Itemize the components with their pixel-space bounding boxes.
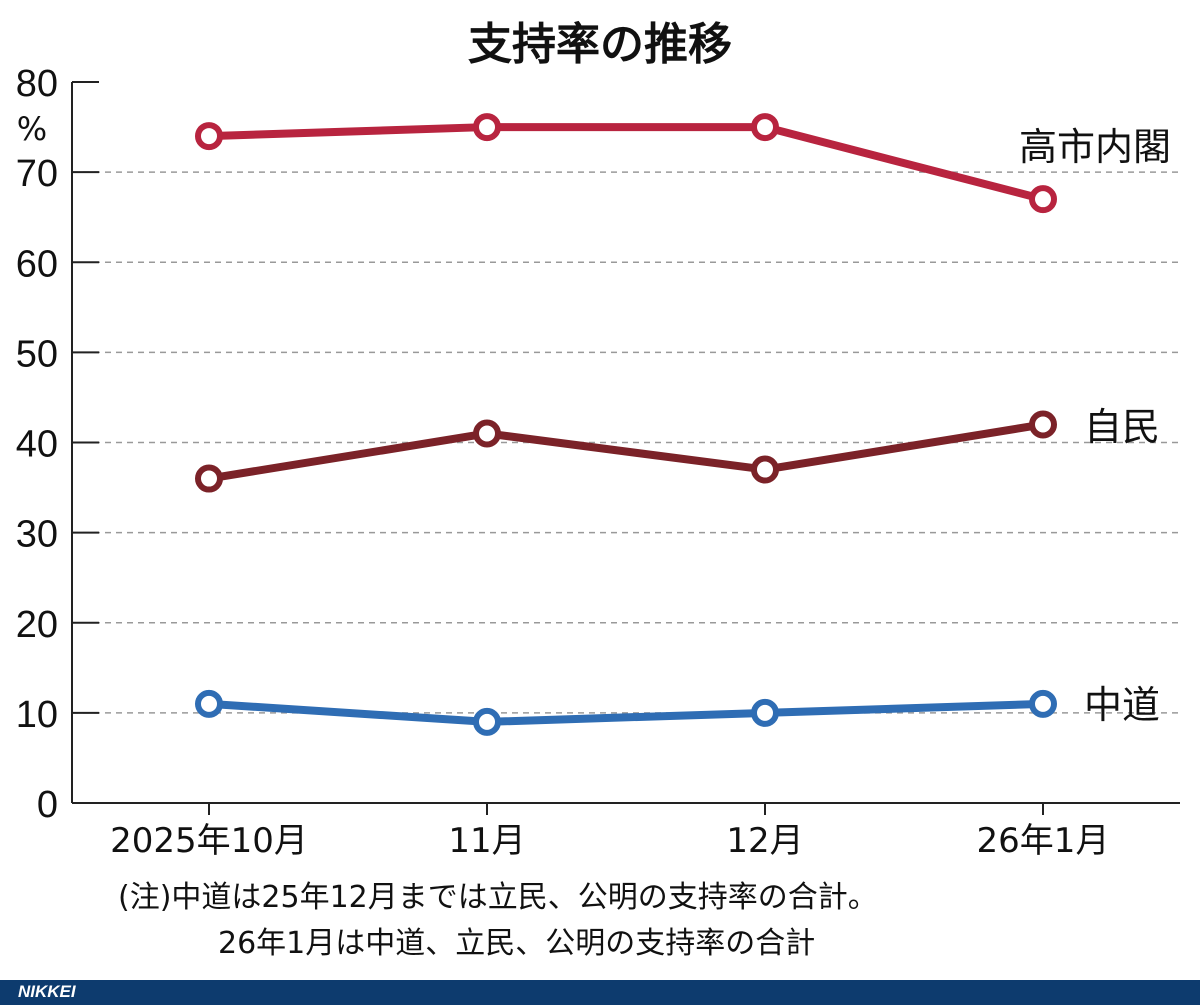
series-line (208, 699, 1044, 726)
series-label: 高市内閣 (1019, 125, 1171, 169)
y-tick-label: 10 (16, 694, 58, 736)
series-line (208, 123, 1045, 204)
chart-title: 支持率の推移 (468, 19, 732, 70)
y-tick-label: 70 (16, 153, 58, 195)
data-point (473, 707, 501, 736)
data-point (473, 113, 501, 142)
y-tick-label: 50 (16, 333, 58, 375)
data-point (1029, 689, 1057, 718)
series-line (208, 420, 1044, 483)
y-tick-label: 0 (37, 784, 58, 826)
data-point (751, 113, 779, 142)
y-tick-label: 30 (16, 514, 58, 556)
data-point (1029, 410, 1057, 439)
series-label: 自民 (1084, 405, 1160, 449)
footer-bar: NIKKEI (0, 980, 1200, 1005)
y-tick-label: 40 (16, 424, 58, 466)
data-point (473, 419, 501, 448)
line-chart: 0 10 20 30 40 50 60 70 80% 2025年10月 11月 12月 26年1月 高市内… (16, 63, 1180, 861)
data-point (195, 122, 223, 151)
footnote-line-2: 26年1月は中道、立民、公明の支持率の合計 (218, 926, 816, 961)
data-point (751, 455, 779, 484)
x-tick-label: 11月 (448, 821, 525, 861)
y-tick-label: 60 (16, 243, 58, 285)
y-tick-label: 20 (16, 604, 58, 646)
data-point (1029, 185, 1057, 214)
x-tick-label: 26年1月 (977, 821, 1110, 861)
x-tick-label: 2025年10月 (110, 821, 308, 861)
data-point (751, 698, 779, 727)
nikkei-logo: NIKKEI (18, 982, 76, 1001)
footnote-line-1: (注)中道は25年12月までは立民、公明の支持率の合計。 (118, 880, 878, 915)
y-unit-label: % (17, 110, 47, 148)
series-label: 中道 (1084, 683, 1160, 727)
data-point (195, 464, 223, 493)
x-tick-label: 12月 (726, 821, 803, 861)
data-point (195, 689, 223, 718)
y-tick-label: 80 (16, 63, 58, 105)
